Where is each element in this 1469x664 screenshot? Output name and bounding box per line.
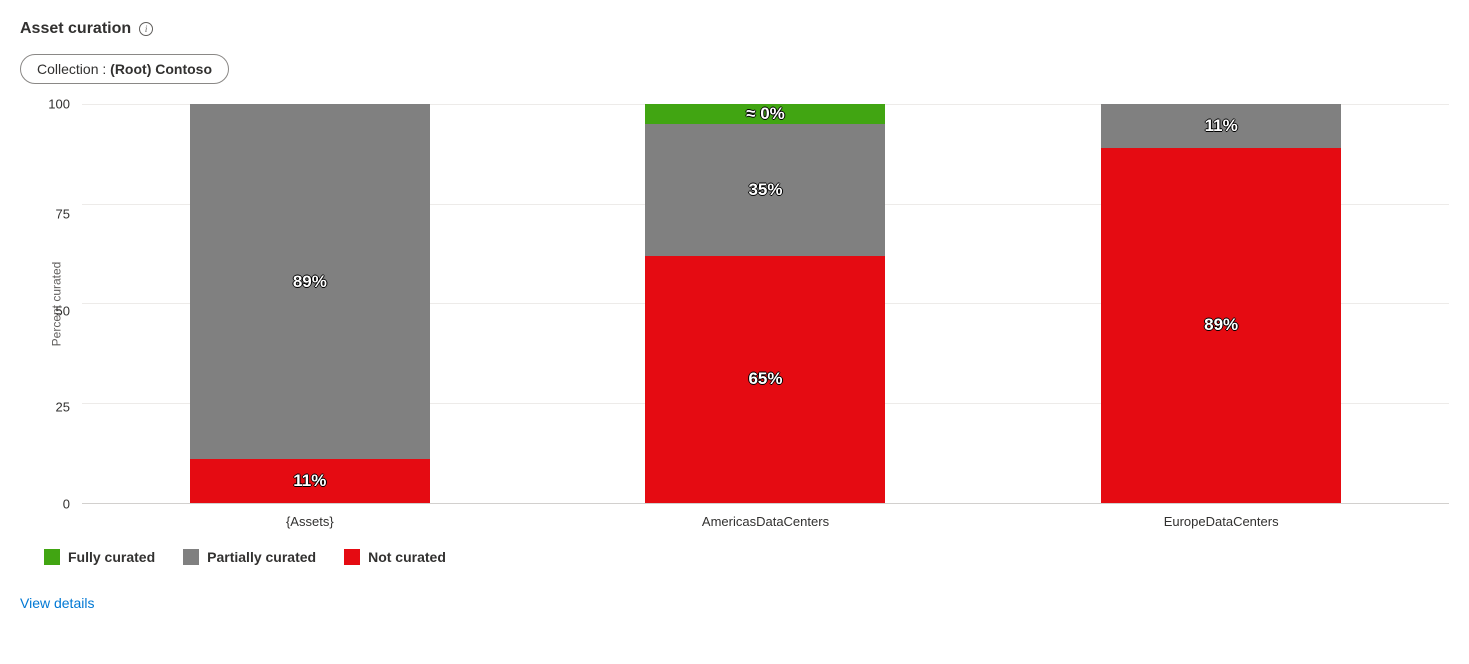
bar-segment-partially[interactable]: 11% [1101,104,1341,148]
info-icon[interactable]: i [139,22,153,36]
y-axis: 1007550250 [32,104,82,504]
bar-group[interactable]: 11%89% [1101,104,1341,503]
x-axis-label: {Assets} [190,514,430,529]
bar-segment-not[interactable]: 65% [645,256,885,503]
bar-segment-not[interactable]: 89% [1101,148,1341,503]
bar-segment-partially[interactable]: 89% [190,104,430,459]
legend-swatch [344,549,360,565]
y-tick: 50 [56,304,70,317]
y-tick: 0 [63,498,70,511]
x-axis-label: AmericasDataCenters [645,514,885,529]
bar-segment-not[interactable]: 11% [190,459,430,503]
view-details-link[interactable]: View details [20,595,94,611]
plot-area: 89%11%≈ 0%35%65%11%89% [82,104,1449,504]
bars-container: 89%11%≈ 0%35%65%11%89% [82,104,1449,503]
y-tick: 25 [56,401,70,414]
filter-label: Collection : [37,61,110,77]
chart-wrapper: Percent curated 1007550250 89%11%≈ 0%35%… [32,104,1449,504]
bar-group[interactable]: ≈ 0%35%65% [645,104,885,503]
legend-item-partially[interactable]: Partially curated [183,549,316,565]
legend-item-fully[interactable]: Fully curated [44,549,155,565]
x-axis-labels: {Assets} AmericasDataCenters EuropeDataCen… [82,514,1449,529]
legend-label: Not curated [368,549,446,565]
filter-value: (Root) Contoso [110,61,212,77]
y-tick: 75 [56,207,70,220]
legend-label: Fully curated [68,549,155,565]
x-axis-label: EuropeDataCenters [1101,514,1341,529]
legend-swatch [183,549,199,565]
chart-header: Asset curation i [20,20,1449,38]
legend-item-not[interactable]: Not curated [344,549,446,565]
legend-swatch [44,549,60,565]
page-title: Asset curation [20,20,131,38]
bar-segment-partially[interactable]: 35% [645,124,885,256]
bar-segment-fully[interactable]: ≈ 0% [645,104,885,124]
bar-group[interactable]: 89%11% [190,104,430,503]
legend-label: Partially curated [207,549,316,565]
collection-filter-pill[interactable]: Collection : (Root) Contoso [20,54,229,84]
y-tick: 100 [48,98,70,111]
legend: Fully curated Partially curated Not curate… [44,549,1449,565]
